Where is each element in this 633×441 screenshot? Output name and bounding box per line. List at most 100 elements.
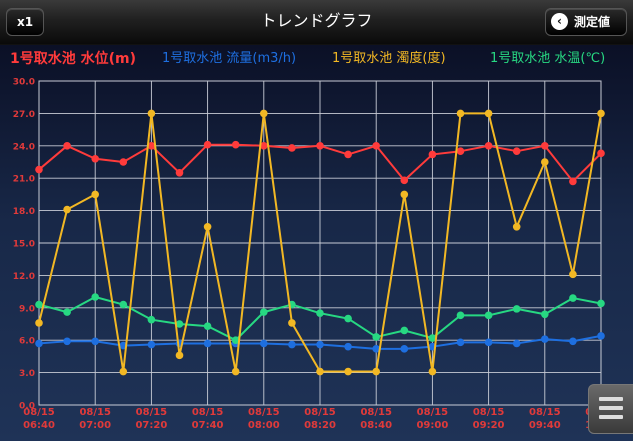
data-point <box>63 337 71 346</box>
data-point <box>260 109 268 118</box>
data-point <box>231 367 240 376</box>
data-point <box>344 314 352 323</box>
legend: 1号取水池 水位(m) 1号取水池 流量(m3/h) 1号取水池 濁度(度) 1… <box>0 49 633 71</box>
data-point <box>91 154 99 163</box>
data-point <box>400 190 409 199</box>
data-point <box>569 177 577 186</box>
data-point <box>372 333 381 341</box>
data-point <box>316 367 324 376</box>
data-point <box>203 223 212 231</box>
data-point <box>569 294 577 302</box>
data-point <box>456 311 465 320</box>
data-point <box>541 310 549 319</box>
x-tick-date-label: 08/15 <box>136 407 168 418</box>
chart-panel: 1号取水池 水位(m) 1号取水池 流量(m3/h) 1号取水池 濁度(度) 1… <box>0 45 633 441</box>
x-tick-date-label: 08/15 <box>360 407 392 418</box>
data-point <box>512 223 521 231</box>
data-point <box>569 270 577 279</box>
y-tick-label: 24.0 <box>13 142 35 152</box>
legend-item-water-temp: 1号取水池 水温(℃) <box>490 51 606 66</box>
legend-item-water-level: 1号取水池 水位(m) <box>10 51 136 67</box>
x-tick-date-label: 08/15 <box>192 407 224 418</box>
legend-item-turbidity: 1号取水池 濁度(度) <box>332 51 446 66</box>
data-point <box>484 142 493 150</box>
data-point <box>147 109 156 118</box>
data-point <box>541 158 549 166</box>
data-point <box>428 334 437 342</box>
y-tick-label: 6.0 <box>19 337 35 347</box>
data-point <box>484 109 493 118</box>
data-point <box>597 332 605 340</box>
data-point <box>35 165 43 174</box>
data-point <box>35 339 43 348</box>
data-point <box>400 176 409 185</box>
data-point <box>597 109 605 118</box>
data-point <box>288 319 296 327</box>
x-tick-date-label: 08/15 <box>248 407 280 418</box>
data-point <box>231 336 240 345</box>
data-point <box>512 305 521 313</box>
data-point <box>260 142 268 150</box>
data-point <box>456 338 465 347</box>
data-point <box>35 319 43 327</box>
y-tick-label: 9.0 <box>19 304 35 314</box>
data-point <box>512 339 521 348</box>
data-point <box>91 190 99 199</box>
back-to-measurement-button[interactable]: ‹ 測定値 <box>545 8 627 36</box>
data-point <box>288 340 296 349</box>
y-tick-label: 27.0 <box>13 110 35 120</box>
data-point <box>63 142 71 150</box>
data-point <box>119 300 128 309</box>
data-point <box>175 351 184 360</box>
data-point <box>512 147 521 155</box>
x-tick-date-label: 08/15 <box>417 407 449 418</box>
data-point <box>63 308 71 316</box>
x-tick-time-label: 09:40 <box>529 420 561 431</box>
data-point <box>91 293 99 301</box>
x-tick-time-label: 06:40 <box>23 420 55 431</box>
y-tick-label: 0.0 <box>19 402 35 412</box>
data-point <box>231 140 240 149</box>
data-point <box>372 345 381 353</box>
data-point <box>147 340 156 349</box>
data-point <box>372 142 381 150</box>
data-point <box>147 142 156 150</box>
data-point <box>428 150 437 159</box>
x-tick-date-label: 08/15 <box>304 407 336 418</box>
data-point <box>456 109 465 118</box>
x-tick-time-label: 09:20 <box>473 420 505 431</box>
data-point <box>484 311 493 320</box>
x-tick-time-label: 08:20 <box>304 420 336 431</box>
data-point <box>541 335 549 343</box>
x-tick-date-label: 08/15 <box>529 407 561 418</box>
data-point <box>344 342 352 351</box>
menu-button[interactable] <box>588 384 633 434</box>
data-point <box>344 150 352 159</box>
data-point <box>260 308 268 316</box>
x-tick-time-label: 09:00 <box>416 420 448 431</box>
data-point <box>484 338 493 347</box>
y-tick-label: 3.0 <box>19 369 35 379</box>
top-bar: トレンドグラフ x1 ‹ 測定値 <box>0 0 633 45</box>
data-point <box>203 322 212 330</box>
y-tick-label: 18.0 <box>13 207 35 217</box>
data-point <box>541 142 549 150</box>
data-point <box>91 337 99 346</box>
back-button-label: 測定値 <box>574 15 611 29</box>
data-point <box>175 169 184 177</box>
data-point <box>597 299 605 308</box>
data-point <box>344 367 352 376</box>
trend-chart: 0.0 3.0 6.0 9.0 12.0 15.0 18.0 21.0 24.0 27.0 30.0… <box>13 78 617 432</box>
y-tick-label: 15.0 <box>13 240 35 250</box>
data-point <box>119 367 128 376</box>
y-tick-label: 21.0 <box>13 175 35 185</box>
data-point <box>372 367 381 376</box>
x-tick-time-label: 08:40 <box>360 420 392 431</box>
x-tick-date-label: 08/15 <box>473 407 505 418</box>
data-point <box>147 315 156 324</box>
speed-button[interactable]: x1 <box>6 8 44 36</box>
x-tick-time-label: 08:00 <box>248 420 280 431</box>
data-point <box>400 326 409 335</box>
data-point <box>597 149 605 158</box>
data-point <box>35 300 43 309</box>
